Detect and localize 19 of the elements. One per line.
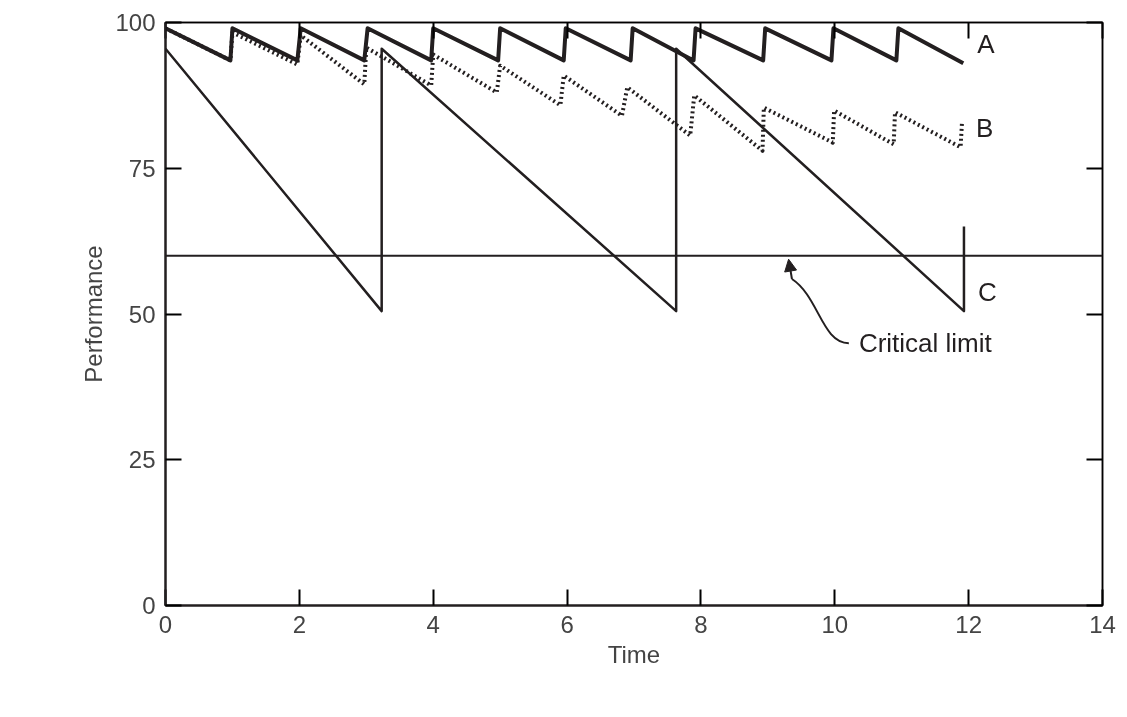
ref-line-label: Critical limit bbox=[858, 328, 993, 359]
y-tick-label: 50 bbox=[128, 300, 156, 328]
series-label: C bbox=[977, 277, 997, 308]
x-tick-label: 2 bbox=[292, 610, 307, 638]
x-tick-label: 14 bbox=[1089, 610, 1116, 638]
x-tick-label: 4 bbox=[426, 610, 440, 638]
x-tick-label: 8 bbox=[694, 610, 708, 638]
y-axis-title: Performance bbox=[80, 245, 108, 383]
y-tick-label: 100 bbox=[115, 9, 156, 36]
x-tick-label: 6 bbox=[560, 610, 574, 638]
y-tick-label: 25 bbox=[128, 446, 156, 474]
y-tick-label: 0 bbox=[142, 592, 156, 619]
series-label: B bbox=[975, 113, 994, 144]
x-tick-label: 0 bbox=[158, 610, 173, 638]
x-tick-label: 10 bbox=[821, 610, 849, 638]
y-tick-label: 75 bbox=[128, 154, 156, 182]
x-tick-label: 12 bbox=[955, 610, 982, 638]
x-axis-title: Time bbox=[607, 640, 661, 668]
series-label: A bbox=[977, 29, 996, 60]
